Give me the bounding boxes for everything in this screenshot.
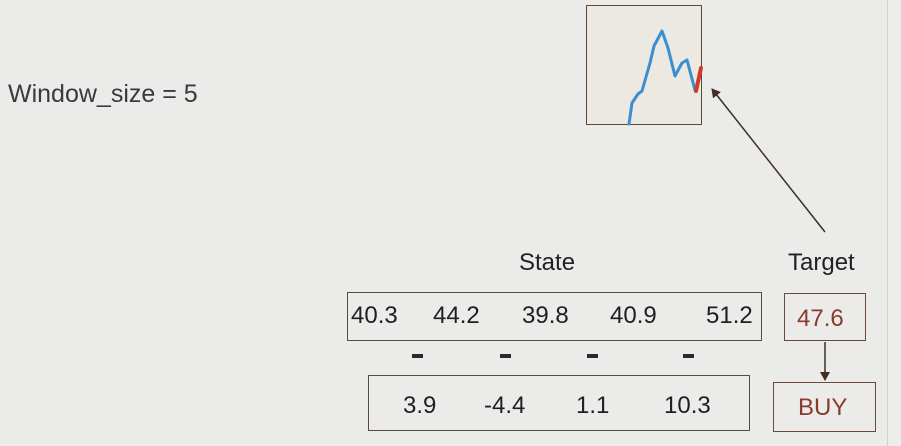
difference-vector-box [368,375,750,431]
state-value: 39.8 [522,302,569,329]
state-vector-box [347,292,762,341]
state-heading: State [519,249,576,276]
price-series-line [627,29,697,126]
price-chart-thumbnail [586,5,703,126]
action-label: BUY [798,394,848,421]
target-price-segment [694,66,703,93]
state-value: 40.9 [610,302,657,329]
state-value: 44.2 [433,302,480,329]
target-value: 47.6 [797,305,844,332]
minus-sign [412,354,423,358]
difference-value: 10.3 [664,392,711,419]
difference-value: 3.9 [403,392,437,419]
difference-value: 1.1 [576,392,610,419]
minus-sign [587,354,598,358]
minus-sign [683,354,694,358]
state-value: 51.2 [706,302,753,329]
target-heading: Target [788,249,855,276]
target-value-box [784,293,866,341]
difference-value: -4.4 [484,392,526,419]
action-box [773,382,876,432]
window-size-label: Window_size = 5 [8,80,198,108]
state-value: 40.3 [351,302,398,329]
target-to-chart-arrow [711,88,826,233]
minus-sign [500,354,511,358]
